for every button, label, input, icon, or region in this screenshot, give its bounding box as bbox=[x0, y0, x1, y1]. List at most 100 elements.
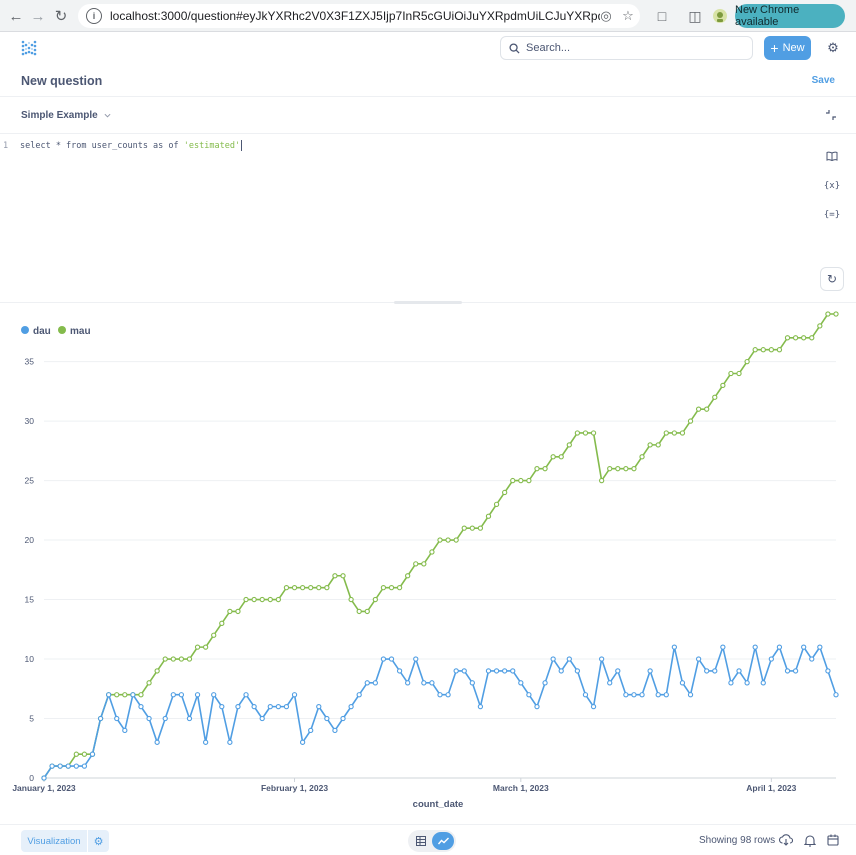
data-point-dau[interactable] bbox=[728, 680, 734, 686]
data-point-dau[interactable] bbox=[550, 656, 556, 662]
data-point-mau[interactable] bbox=[461, 525, 467, 531]
data-point-dau[interactable] bbox=[259, 715, 265, 722]
data-point-mau[interactable] bbox=[275, 596, 282, 603]
data-point-mau[interactable] bbox=[437, 537, 443, 543]
data-point-dau[interactable] bbox=[744, 680, 750, 686]
data-point-dau[interactable] bbox=[574, 668, 581, 674]
legend-label-mau[interactable]: mau bbox=[70, 326, 91, 337]
back-icon[interactable]: ← bbox=[8, 7, 24, 25]
data-point-mau[interactable] bbox=[227, 608, 233, 615]
data-point-dau[interactable] bbox=[623, 692, 629, 698]
data-point-dau[interactable] bbox=[413, 656, 419, 662]
data-point-mau[interactable] bbox=[219, 620, 225, 626]
gear-icon[interactable]: ⚙ bbox=[827, 40, 839, 55]
data-point-dau[interactable] bbox=[405, 680, 411, 686]
data-point-dau[interactable] bbox=[582, 692, 589, 698]
data-point-mau[interactable] bbox=[170, 656, 176, 662]
data-point-dau[interactable] bbox=[534, 703, 540, 710]
data-point-mau[interactable] bbox=[421, 561, 427, 567]
sql-editor[interactable]: 1 select * from user_counts as of 'estim… bbox=[0, 134, 856, 303]
data-point-mau[interactable] bbox=[679, 430, 686, 436]
data-point-mau[interactable] bbox=[81, 751, 88, 757]
data-point-mau[interactable] bbox=[356, 608, 362, 615]
data-point-mau[interactable] bbox=[340, 573, 346, 579]
data-point-mau[interactable] bbox=[833, 311, 839, 317]
data-point-dau[interactable] bbox=[518, 680, 524, 686]
data-point-mau[interactable] bbox=[623, 466, 629, 472]
data-point-mau[interactable] bbox=[736, 370, 742, 377]
data-point-dau[interactable] bbox=[267, 703, 273, 710]
data-point-dau[interactable] bbox=[138, 703, 144, 710]
data-point-dau[interactable] bbox=[97, 715, 104, 722]
data-point-mau[interactable] bbox=[364, 608, 370, 615]
data-point-dau[interactable] bbox=[809, 656, 815, 662]
save-button[interactable]: Save bbox=[811, 75, 835, 86]
data-point-mau[interactable] bbox=[647, 442, 653, 448]
data-point-dau[interactable] bbox=[502, 668, 508, 674]
data-point-dau[interactable] bbox=[380, 656, 387, 662]
data-point-dau[interactable] bbox=[776, 644, 783, 650]
series-line-mau[interactable] bbox=[43, 313, 836, 779]
data-point-mau[interactable] bbox=[178, 656, 185, 662]
data-point-dau[interactable] bbox=[768, 656, 774, 662]
data-point-dau[interactable] bbox=[833, 692, 839, 698]
data-point-dau[interactable] bbox=[372, 680, 378, 686]
data-point-mau[interactable] bbox=[615, 466, 621, 472]
data-point-dau[interactable] bbox=[510, 668, 516, 674]
data-point-mau[interactable] bbox=[316, 584, 322, 591]
data-point-dau[interactable] bbox=[421, 680, 427, 686]
chrome-update-button[interactable]: New Chrome available bbox=[735, 4, 845, 28]
data-point-mau[interactable] bbox=[744, 358, 750, 365]
data-point-dau[interactable] bbox=[631, 692, 637, 698]
reload-icon[interactable]: ↻ bbox=[54, 8, 68, 25]
data-point-mau[interactable] bbox=[251, 596, 257, 603]
data-point-dau[interactable] bbox=[299, 739, 306, 745]
data-point-dau[interactable] bbox=[41, 775, 47, 781]
data-point-dau[interactable] bbox=[49, 763, 55, 769]
new-button[interactable]: + New bbox=[764, 36, 811, 60]
data-point-dau[interactable] bbox=[566, 656, 572, 662]
data-point-dau[interactable] bbox=[194, 692, 201, 698]
data-point-dau[interactable] bbox=[598, 656, 605, 662]
data-point-dau[interactable] bbox=[65, 763, 71, 769]
data-point-mau[interactable] bbox=[114, 692, 120, 698]
data-point-dau[interactable] bbox=[73, 763, 79, 769]
data-point-mau[interactable] bbox=[687, 418, 694, 424]
data-point-mau[interactable] bbox=[752, 347, 758, 353]
metabase-logo-icon[interactable] bbox=[21, 40, 37, 56]
data-point-dau[interactable] bbox=[461, 668, 467, 674]
data-point-mau[interactable] bbox=[243, 596, 249, 603]
visualization-settings-gear-icon[interactable]: ⚙ bbox=[87, 830, 109, 852]
data-point-mau[interactable] bbox=[574, 430, 581, 436]
data-point-dau[interactable] bbox=[122, 727, 128, 734]
data-point-mau[interactable] bbox=[518, 477, 524, 484]
data-point-mau[interactable] bbox=[194, 644, 201, 650]
data-point-mau[interactable] bbox=[372, 596, 378, 603]
data-point-dau[interactable] bbox=[340, 715, 346, 722]
data-point-mau[interactable] bbox=[671, 430, 678, 436]
bookmark-star-icon[interactable]: ☆ bbox=[622, 8, 634, 23]
data-point-dau[interactable] bbox=[607, 680, 613, 686]
data-point-dau[interactable] bbox=[114, 715, 120, 722]
table-view-icon[interactable] bbox=[413, 833, 429, 849]
data-point-dau[interactable] bbox=[308, 727, 314, 734]
data-point-dau[interactable] bbox=[324, 715, 330, 722]
data-point-dau[interactable] bbox=[219, 703, 225, 710]
snippets-icon[interactable]: {=} bbox=[823, 210, 841, 220]
data-point-mau[interactable] bbox=[332, 573, 338, 579]
data-point-mau[interactable] bbox=[590, 430, 597, 436]
data-point-dau[interactable] bbox=[792, 668, 799, 674]
data-point-mau[interactable] bbox=[728, 370, 734, 377]
data-point-mau[interactable] bbox=[388, 584, 395, 591]
data-point-mau[interactable] bbox=[235, 608, 241, 615]
data-point-mau[interactable] bbox=[308, 584, 314, 591]
data-point-dau[interactable] bbox=[485, 668, 492, 674]
data-point-dau[interactable] bbox=[687, 692, 694, 698]
data-point-dau[interactable] bbox=[348, 703, 354, 710]
download-icon[interactable] bbox=[779, 833, 793, 847]
database-selector[interactable]: Simple Example bbox=[21, 110, 111, 121]
data-point-mau[interactable] bbox=[211, 632, 217, 638]
data-point-dau[interactable] bbox=[736, 668, 742, 674]
data-point-dau[interactable] bbox=[760, 680, 766, 686]
calendar-icon[interactable] bbox=[826, 833, 840, 847]
